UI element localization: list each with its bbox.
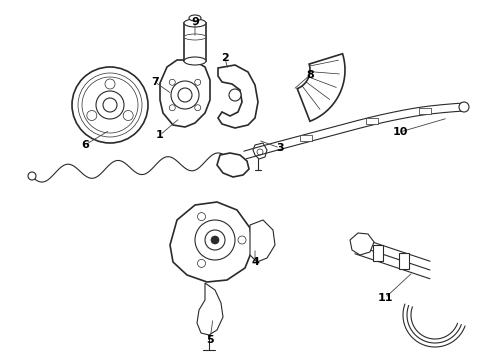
Circle shape [195,105,201,111]
FancyBboxPatch shape [419,108,431,114]
Circle shape [123,111,133,121]
Polygon shape [350,233,374,255]
Polygon shape [297,54,345,121]
Text: 1: 1 [156,130,164,140]
Text: 9: 9 [191,17,199,27]
FancyBboxPatch shape [300,135,313,141]
Circle shape [103,98,117,112]
Ellipse shape [184,57,206,65]
Text: 8: 8 [306,70,314,80]
Circle shape [82,77,138,133]
Ellipse shape [184,34,206,40]
Polygon shape [160,60,210,127]
Polygon shape [250,220,275,262]
Circle shape [257,149,263,155]
Ellipse shape [184,19,206,27]
Circle shape [197,213,205,221]
Polygon shape [170,202,253,282]
Circle shape [169,79,175,85]
Text: 4: 4 [251,257,259,267]
Circle shape [105,79,115,89]
Text: 11: 11 [377,293,393,303]
Circle shape [87,111,97,121]
Circle shape [28,172,36,180]
Bar [372,244,383,261]
Circle shape [178,88,192,102]
Polygon shape [197,283,223,335]
Polygon shape [253,143,267,159]
Circle shape [78,73,142,137]
Text: 6: 6 [81,140,89,150]
Circle shape [229,89,241,101]
Text: 5: 5 [206,335,214,345]
Polygon shape [184,23,206,61]
Circle shape [195,79,201,85]
Polygon shape [218,65,258,128]
Text: 2: 2 [221,53,229,63]
Polygon shape [217,153,249,177]
Circle shape [197,260,205,267]
Text: 3: 3 [276,143,284,153]
FancyBboxPatch shape [366,118,378,124]
Circle shape [211,236,219,244]
Circle shape [96,91,124,119]
Circle shape [72,67,148,143]
Bar [399,253,409,269]
Circle shape [205,230,225,250]
Circle shape [459,102,469,112]
Circle shape [171,81,199,109]
Circle shape [238,236,246,244]
Circle shape [195,220,235,260]
Circle shape [169,105,175,111]
Ellipse shape [189,15,201,21]
Text: 7: 7 [151,77,159,87]
Text: 10: 10 [392,127,408,137]
